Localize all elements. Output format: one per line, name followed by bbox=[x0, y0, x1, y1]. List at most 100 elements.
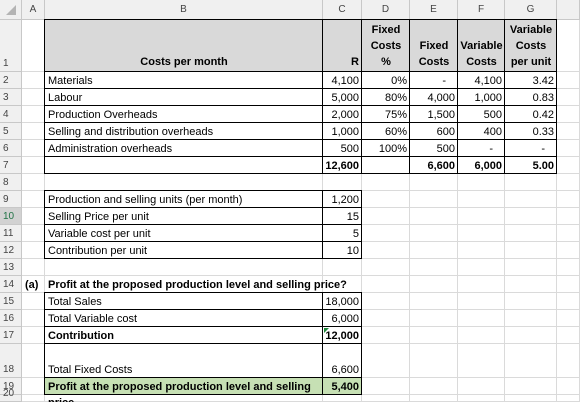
cell-value[interactable]: 75% bbox=[384, 109, 407, 121]
row-header[interactable]: 18 bbox=[0, 344, 22, 378]
row-header[interactable]: 12 bbox=[0, 242, 22, 259]
row-header[interactable]: 2 bbox=[0, 72, 22, 89]
cell-value[interactable]: 10 bbox=[346, 245, 359, 257]
row-label[interactable]: Total Variable cost bbox=[48, 313, 138, 325]
column-header[interactable]: C bbox=[323, 0, 362, 20]
column-header[interactable]: E bbox=[410, 0, 458, 20]
cell-value[interactable]: 0.83 bbox=[532, 92, 554, 104]
cell-value[interactable]: 6,600 bbox=[427, 160, 455, 172]
gridline-cell bbox=[362, 259, 410, 276]
cell-value[interactable]: - bbox=[541, 143, 545, 155]
row-label[interactable]: Administration overheads bbox=[48, 143, 173, 155]
cell-value[interactable]: 600 bbox=[436, 126, 455, 138]
cell-value[interactable]: 5,000 bbox=[331, 92, 359, 104]
row-label[interactable]: Contribution per unit bbox=[48, 245, 148, 257]
row-header[interactable]: 15 bbox=[0, 293, 22, 310]
column-header[interactable]: D bbox=[362, 0, 410, 20]
cell-value[interactable]: 6,600 bbox=[331, 364, 359, 376]
cell-value[interactable]: 4,100 bbox=[331, 75, 359, 87]
gridline-cell bbox=[458, 242, 505, 259]
gridline-cell bbox=[410, 327, 458, 344]
cell-value[interactable]: 500 bbox=[436, 143, 455, 155]
gridline-cell bbox=[22, 89, 45, 106]
row-label[interactable]: Labour bbox=[48, 92, 83, 104]
gridline-cell bbox=[458, 208, 505, 225]
row-header[interactable]: 1 bbox=[0, 20, 22, 72]
cell-value[interactable]: 500 bbox=[340, 143, 359, 155]
cell-value[interactable]: 18,000 bbox=[325, 296, 359, 308]
column-header[interactable]: F bbox=[458, 0, 505, 20]
column-title[interactable]: Costs per month bbox=[140, 56, 228, 68]
row-label[interactable]: Production and selling units (per month) bbox=[48, 194, 243, 206]
row-header[interactable]: 9 bbox=[0, 191, 22, 208]
row-header[interactable]: 11 bbox=[0, 225, 22, 242]
cell-value[interactable]: - bbox=[442, 75, 446, 87]
gridline-cell bbox=[410, 293, 458, 310]
cell-value[interactable]: 1,000 bbox=[474, 92, 502, 104]
cell-value[interactable]: 0.33 bbox=[532, 126, 554, 138]
row-label[interactable]: Profit at the proposed production level … bbox=[48, 279, 347, 291]
gridline-cell bbox=[410, 259, 458, 276]
cell-value[interactable]: 12,000 bbox=[325, 330, 359, 342]
cell-value[interactable]: 1,500 bbox=[427, 109, 455, 121]
cell-value[interactable]: 400 bbox=[483, 126, 502, 138]
row-header[interactable]: 16 bbox=[0, 310, 22, 327]
row-label[interactable]: Total Sales bbox=[48, 296, 102, 308]
cell-value[interactable]: 4,000 bbox=[427, 92, 455, 104]
cell-value[interactable]: 4,100 bbox=[474, 75, 502, 87]
column-header[interactable]: B bbox=[45, 0, 323, 20]
gridline-cell bbox=[458, 310, 505, 327]
row-header[interactable]: 13 bbox=[0, 259, 22, 276]
cell-value[interactable]: 3.42 bbox=[532, 75, 554, 87]
row-header[interactable]: 5 bbox=[0, 123, 22, 140]
cell-value[interactable]: 500 bbox=[483, 109, 502, 121]
row-header[interactable]: 20 bbox=[0, 388, 22, 402]
row-label[interactable]: Contribution bbox=[48, 330, 114, 342]
row-label[interactable]: Total Fixed Costs bbox=[48, 364, 133, 376]
row-label[interactable]: Selling Price per unit bbox=[48, 211, 149, 223]
row-label[interactable]: Variable cost per unit bbox=[48, 228, 151, 240]
cell-value[interactable]: 5 bbox=[352, 228, 359, 240]
row-header[interactable]: 10 bbox=[0, 208, 22, 225]
cell-value[interactable]: 15 bbox=[346, 211, 359, 223]
row-header[interactable]: 19 bbox=[0, 378, 22, 395]
column-title[interactable]: Fixed Costs % bbox=[370, 24, 402, 68]
row-label[interactable]: Production Overheads bbox=[48, 109, 158, 121]
cell-value[interactable]: 2,000 bbox=[331, 109, 359, 121]
cell-value[interactable]: 6,000 bbox=[331, 313, 359, 325]
column-header[interactable]: A bbox=[22, 0, 45, 20]
cell-value[interactable]: 1,000 bbox=[331, 126, 359, 138]
column-title[interactable]: Fixed Costs bbox=[418, 40, 450, 68]
cell-value[interactable]: 5,400 bbox=[331, 381, 359, 393]
cell-value[interactable]: 0.42 bbox=[532, 109, 554, 121]
cell-value[interactable]: 60% bbox=[384, 126, 407, 138]
select-all-corner[interactable] bbox=[0, 0, 22, 20]
cell-value[interactable]: 12,600 bbox=[325, 160, 359, 172]
cell-value[interactable]: 80% bbox=[384, 92, 407, 104]
row-header[interactable]: 17 bbox=[0, 327, 22, 344]
row-header[interactable]: 4 bbox=[0, 106, 22, 123]
row-header[interactable]: 7 bbox=[0, 157, 22, 174]
cell-value[interactable]: 1,200 bbox=[331, 194, 359, 206]
gridline-cell bbox=[410, 208, 458, 225]
cell-value[interactable]: 100% bbox=[378, 143, 407, 155]
row-label[interactable]: Selling and distribution overheads bbox=[48, 126, 214, 138]
column-header[interactable]: G bbox=[505, 0, 557, 20]
row-header[interactable]: 3 bbox=[0, 89, 22, 106]
row-header[interactable]: 8 bbox=[0, 174, 22, 191]
row-header[interactable]: 14 bbox=[0, 276, 22, 293]
column-title[interactable]: Variable Costs per unit bbox=[509, 24, 553, 68]
row-label[interactable]: Materials bbox=[48, 75, 93, 87]
cell-value[interactable]: 0% bbox=[391, 75, 407, 87]
row-label[interactable]: (a) bbox=[25, 279, 39, 291]
column-title[interactable]: R bbox=[351, 56, 359, 68]
row-label[interactable]: Profit at the proposed production level … bbox=[48, 381, 311, 402]
row-header[interactable]: 6 bbox=[0, 140, 22, 157]
gridline-cell bbox=[410, 242, 458, 259]
gridline-cell bbox=[557, 191, 580, 208]
column-title[interactable]: Variable Costs bbox=[460, 40, 503, 68]
cell-value[interactable]: 6,000 bbox=[474, 160, 502, 172]
gridline-cell bbox=[22, 208, 45, 225]
cell-value[interactable]: 5.00 bbox=[532, 160, 554, 172]
cell-value[interactable]: - bbox=[489, 143, 493, 155]
